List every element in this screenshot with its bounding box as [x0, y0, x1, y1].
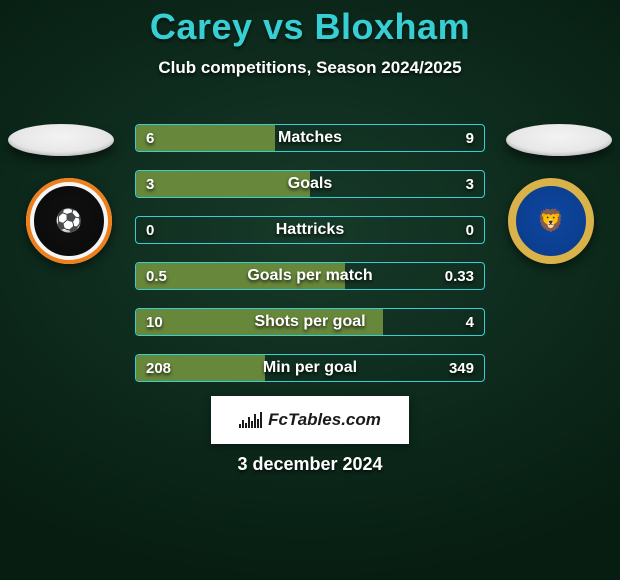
club-crest-right-glyph: 🦁	[516, 186, 586, 256]
stat-row: 104Shots per goal	[135, 308, 485, 336]
stat-row: 33Goals	[135, 170, 485, 198]
stat-row-right-value: 4	[456, 309, 484, 335]
page-title: Carey vs Bloxham	[0, 0, 620, 48]
comparison-card: Carey vs Bloxham Club competitions, Seas…	[0, 0, 620, 580]
stat-row: 69Matches	[135, 124, 485, 152]
stat-row: 208349Min per goal	[135, 354, 485, 382]
club-crest-right: 🦁	[508, 178, 594, 264]
attribution-text: FcTables.com	[268, 410, 381, 430]
stat-row-fill	[136, 125, 275, 151]
club-crest-left-glyph: ⚽	[34, 186, 104, 256]
stat-row-right-value: 3	[456, 171, 484, 197]
stat-row-label: Hattricks	[136, 217, 484, 243]
stat-row-left-value: 0	[136, 217, 164, 243]
stat-row: 0.50.33Goals per match	[135, 262, 485, 290]
sparkline-icon	[239, 412, 262, 428]
stat-row-right-value: 0.33	[435, 263, 484, 289]
player-platform-right	[506, 124, 612, 156]
attribution-badge: FcTables.com	[211, 396, 409, 444]
stat-row-fill	[136, 263, 345, 289]
stat-row-right-value: 0	[456, 217, 484, 243]
player-platform-left	[8, 124, 114, 156]
subtitle: Club competitions, Season 2024/2025	[0, 58, 620, 78]
stat-row-right-value: 9	[456, 125, 484, 151]
stat-row: 0 0Hattricks	[135, 216, 485, 244]
club-crest-left: ⚽	[26, 178, 112, 264]
stat-row-right-value: 349	[439, 355, 484, 381]
stat-row-fill	[136, 171, 310, 197]
stat-row-fill	[136, 309, 383, 335]
stat-row-fill	[136, 355, 265, 381]
stats-bars: 69Matches 33Goals 0 0Hattricks 0.50.33Goals …	[135, 124, 485, 400]
date-text: 3 december 2024	[0, 454, 620, 475]
